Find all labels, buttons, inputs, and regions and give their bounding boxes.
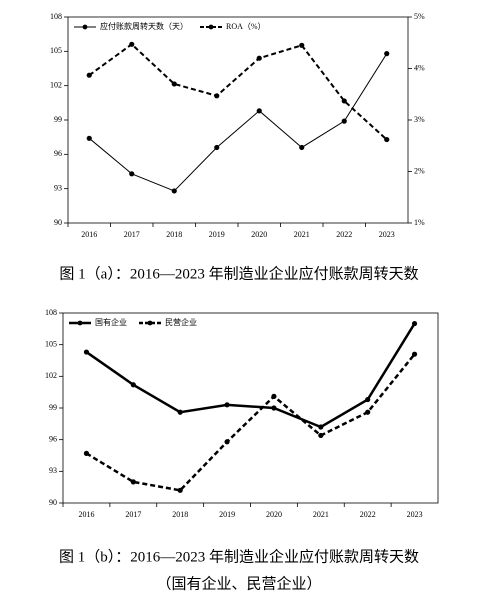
point xyxy=(365,409,371,415)
y2-tick-label: 4% xyxy=(414,63,425,72)
point xyxy=(384,51,390,57)
series-line xyxy=(88,43,388,141)
point xyxy=(341,118,347,124)
caption-sub: （国有企业、民营企业） xyxy=(156,574,321,592)
point xyxy=(83,349,90,355)
point xyxy=(256,108,262,114)
point xyxy=(177,487,183,493)
y-tick-label: 93 xyxy=(49,466,57,475)
y2-tick-label: 5% xyxy=(414,12,425,21)
plot-frame xyxy=(62,312,439,504)
point xyxy=(256,55,262,61)
point xyxy=(177,409,183,415)
x-tick-label: 2022 xyxy=(360,510,376,519)
point xyxy=(214,144,220,151)
legend-marker xyxy=(77,320,83,326)
legend-marker xyxy=(147,320,153,326)
series-line xyxy=(88,53,388,192)
point xyxy=(83,450,90,456)
point xyxy=(86,135,92,141)
x-tick-label: 2022 xyxy=(336,230,352,239)
y-tick-label: 102 xyxy=(45,371,57,380)
plot-frame xyxy=(67,16,409,224)
x-tick-label: 2018 xyxy=(166,230,182,239)
series-line xyxy=(85,322,416,429)
point xyxy=(365,396,371,403)
point xyxy=(318,432,324,439)
y2-tick-label: 2% xyxy=(414,166,425,175)
point xyxy=(130,382,136,388)
x-tick-label: 2021 xyxy=(294,230,310,239)
point xyxy=(129,171,135,177)
y-tick-label: 99 xyxy=(49,403,57,412)
y-tick-label: 93 xyxy=(54,183,62,192)
point xyxy=(214,93,220,99)
point xyxy=(271,405,277,411)
legend-marker xyxy=(82,24,88,30)
y-tick-label: 99 xyxy=(54,115,62,124)
point xyxy=(171,81,177,87)
x-tick-label: 2017 xyxy=(124,230,140,239)
y-tick-label: 96 xyxy=(49,434,57,443)
y-tick-label: 90 xyxy=(49,498,57,507)
x-tick-label: 2018 xyxy=(172,510,188,519)
point xyxy=(411,320,418,327)
x-tick-label: 2023 xyxy=(407,510,423,519)
legend-label: 民营企业 xyxy=(165,317,197,327)
point xyxy=(224,439,230,445)
x-tick-label: 2023 xyxy=(379,230,395,239)
y-tick-label: 105 xyxy=(45,339,57,348)
y-tick-label: 102 xyxy=(50,80,62,89)
y2-tick-label: 1% xyxy=(414,218,425,227)
point xyxy=(299,144,305,151)
x-tick-label: 2016 xyxy=(81,230,97,239)
caption: 图 1（b）：2016—2023 年制造业企业应付账款周转天数 xyxy=(59,547,419,565)
x-tick-label: 2021 xyxy=(313,510,329,519)
y-tick-label: 96 xyxy=(54,149,62,158)
legend-label: 应付账款周转天数（天） xyxy=(100,21,188,31)
point xyxy=(384,136,390,143)
x-tick-label: 2016 xyxy=(78,510,94,519)
y-tick-label: 90 xyxy=(54,218,62,227)
point xyxy=(271,393,277,399)
point xyxy=(224,402,230,408)
legend-label: 国有企业 xyxy=(95,317,127,327)
y-tick-label: 108 xyxy=(50,12,62,21)
point xyxy=(129,41,135,47)
y-tick-label: 105 xyxy=(50,46,62,55)
point xyxy=(318,424,324,430)
x-tick-label: 2019 xyxy=(219,510,235,519)
point xyxy=(86,72,92,78)
x-tick-label: 2017 xyxy=(125,510,141,519)
point xyxy=(341,98,347,104)
x-tick-label: 2019 xyxy=(209,230,225,239)
point xyxy=(411,351,418,357)
x-tick-label: 2020 xyxy=(266,510,282,519)
y2-tick-label: 3% xyxy=(414,115,425,124)
y-tick-label: 108 xyxy=(45,308,57,317)
point xyxy=(299,42,305,48)
series-line xyxy=(85,353,416,492)
legend-marker xyxy=(208,24,214,30)
x-tick-label: 2020 xyxy=(251,230,267,239)
caption: 图 1（a）：2016—2023 年制造业企业应付账款周转天数 xyxy=(59,264,418,282)
point xyxy=(130,479,136,485)
legend-label: ROA（%） xyxy=(226,22,266,31)
point xyxy=(171,188,177,194)
